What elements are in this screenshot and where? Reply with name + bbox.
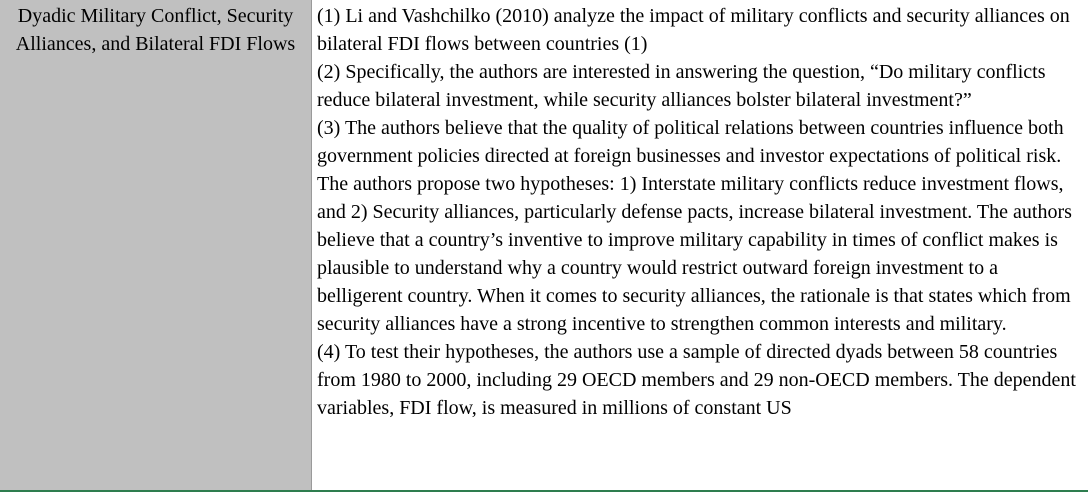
row-divider [0,490,1088,492]
paragraph-1: (1) Li and Vashchilko (2010) analyze the… [317,5,1070,55]
paragraph-2: (2) Specifically, the authors are intere… [317,61,1046,111]
row-header-cell[interactable]: Dyadic Military Conflict, Security Allia… [0,0,312,492]
paragraph-3: (3) The authors believe that the quality… [317,117,1072,335]
row-header-text: Dyadic Military Conflict, Security Allia… [15,5,296,55]
paragraph-4: (4) To test their hypotheses, the author… [317,341,1076,419]
content-cell[interactable]: (1) Li and Vashchilko (2010) analyze the… [313,0,1088,492]
